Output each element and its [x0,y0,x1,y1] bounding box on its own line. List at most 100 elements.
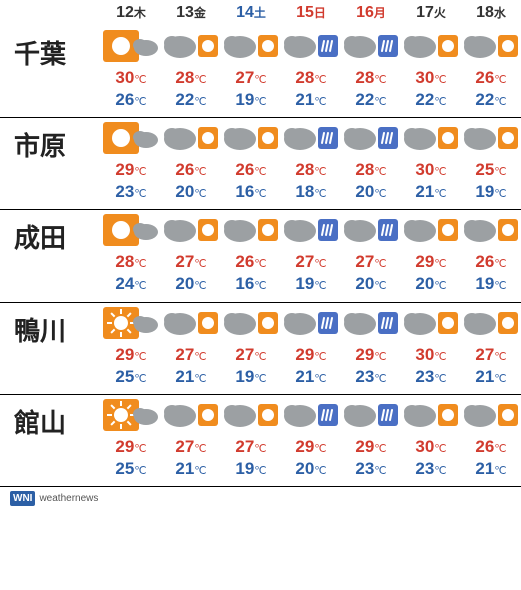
low-temp: 22℃ [401,89,461,118]
high-temp: 27℃ [221,344,281,366]
weather-icon-cell [221,302,281,344]
footer: WNI weathernews [0,487,521,510]
low-temp: 21℃ [401,181,461,210]
weather-icon-cell [341,302,401,344]
cloud_sun-icon [221,212,281,248]
high-temp: 28℃ [341,67,401,89]
weather-icon-cell [341,118,401,160]
low-temp: 21℃ [281,366,341,395]
low-temp: 23℃ [101,181,161,210]
date-header-0: 12木 [101,0,161,26]
low-temp: 22℃ [161,89,221,118]
weather-icon-cell [461,210,521,252]
weather-icon-cell [101,26,161,67]
weather-icon-cell [401,302,461,344]
high-temp: 29℃ [101,344,161,366]
high-temp: 27℃ [221,436,281,458]
weather-icon-cell [101,210,161,252]
sunray_cloud-icon [101,397,161,433]
low-temp: 22℃ [461,89,521,118]
date-header-4: 16月 [341,0,401,26]
high-temp: 30℃ [401,344,461,366]
low-temp: 21℃ [281,89,341,118]
cloud_sun-icon [461,305,521,341]
high-temp: 26℃ [161,159,221,181]
high-temp: 30℃ [401,436,461,458]
low-temp: 19℃ [221,366,281,395]
city-row-2: 成田 [0,210,521,252]
low-temp: 21℃ [461,366,521,395]
high-temp: 27℃ [221,67,281,89]
high-temp: 27℃ [341,251,401,273]
weather-icon-cell [221,26,281,67]
low-temp: 21℃ [161,458,221,487]
weather-icon-cell [281,26,341,67]
low-temp: 24℃ [101,273,161,302]
weather-icon-cell [221,394,281,436]
cloud_rain-icon [341,120,401,156]
weather-icon-cell [161,118,221,160]
cloud_sun-icon [161,120,221,156]
weather-icon-cell [401,118,461,160]
cloud_sun-icon [401,120,461,156]
cloud_sun-icon [401,28,461,64]
low-temp: 20℃ [341,273,401,302]
city-name-2: 成田 [0,210,101,302]
high-temp: 29℃ [281,344,341,366]
low-temp: 18℃ [281,181,341,210]
high-temp: 29℃ [401,251,461,273]
city-row-4: 館山 [0,394,521,436]
high-temp: 26℃ [461,436,521,458]
high-temp: 27℃ [281,251,341,273]
high-temp: 27℃ [161,344,221,366]
cloud_rain-icon [281,212,341,248]
cloud_sun-icon [221,397,281,433]
low-temp: 22℃ [341,89,401,118]
city-name-4: 館山 [0,394,101,486]
high-temp: 29℃ [281,436,341,458]
weather-icon-cell [101,302,161,344]
weather-icon-cell [101,394,161,436]
low-temp: 19℃ [281,273,341,302]
low-temp: 20℃ [341,181,401,210]
city-name-0: 千葉 [0,26,101,118]
high-temp: 27℃ [461,344,521,366]
city-name-3: 鴨川 [0,302,101,394]
weather-icon-cell [401,394,461,436]
weather-icon-cell [161,26,221,67]
weather-icon-cell [341,210,401,252]
low-temp: 21℃ [161,366,221,395]
weather-icon-cell [461,26,521,67]
high-temp: 26℃ [461,67,521,89]
cloud_sun-icon [461,397,521,433]
low-temp: 19℃ [461,273,521,302]
low-temp: 20℃ [401,273,461,302]
cloud_rain-icon [281,397,341,433]
weather-icon-cell [281,394,341,436]
weather-icon-cell [161,210,221,252]
low-temp: 23℃ [341,366,401,395]
high-temp: 30℃ [401,67,461,89]
weather-icon-cell [281,118,341,160]
low-temp: 19℃ [221,89,281,118]
high-temp: 28℃ [281,67,341,89]
date-header-1: 13金 [161,0,221,26]
weather-icon-cell [281,210,341,252]
low-temp: 26℃ [101,89,161,118]
high-temp: 28℃ [101,251,161,273]
cloud_rain-icon [281,120,341,156]
high-temp: 29℃ [341,344,401,366]
date-header-row: 12木13金14土15日16月17火18水 [0,0,521,26]
sunray_cloud-icon [101,305,161,341]
weather-icon-cell [341,26,401,67]
high-temp: 30℃ [101,67,161,89]
low-temp: 23℃ [401,458,461,487]
weather-icon-cell [101,118,161,160]
cloud_rain-icon [281,305,341,341]
weather-icon-cell [401,210,461,252]
low-temp: 20℃ [281,458,341,487]
cloud_rain-icon [341,305,401,341]
high-temp: 27℃ [161,436,221,458]
weather-icon-cell [161,302,221,344]
city-row-0: 千葉 [0,26,521,67]
